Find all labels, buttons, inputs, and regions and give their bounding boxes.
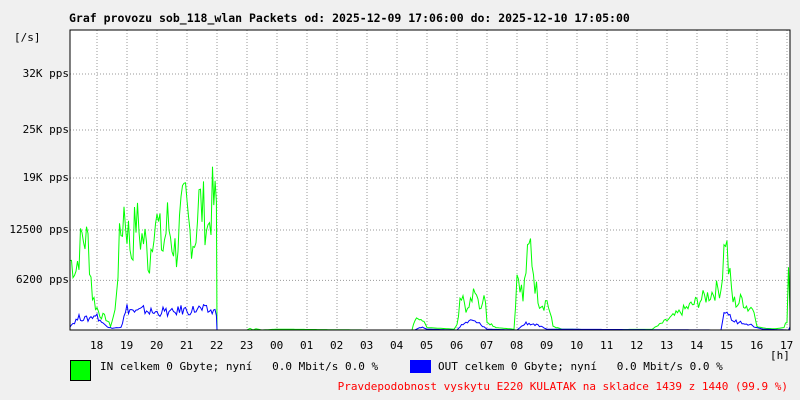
x-tick-label: 13 [660,339,674,352]
x-axis-unit: [h] [770,349,790,362]
x-tick-label: 02 [330,339,344,352]
x-tick-label: 09 [540,339,554,352]
x-tick-label: 10 [570,339,584,352]
legend-out-text: OUT celkem 0 Gbyte; nyní 0.0 Mbit/s 0.0 … [438,360,723,373]
x-tick-label: 01 [300,339,314,352]
x-tick-label: 18 [90,339,104,352]
plot-area [70,30,790,330]
x-tick-label: 23 [240,339,254,352]
legend-in-swatch [70,360,91,381]
x-tick-label: 06 [450,339,464,352]
y-tick-label: 6200 pps [16,273,69,287]
x-tick-label: 12 [630,339,644,352]
footer-note: Pravdepodobnost vyskytu E220 KULATAK na … [337,380,788,393]
y-tick-label: 19K pps [22,171,69,184]
x-tick-label: 00 [270,339,284,352]
series-line-in [69,166,791,331]
x-tick-label: 21 [180,339,194,352]
x-tick-label: 20 [150,339,164,352]
x-tick-label: 11 [600,339,614,352]
y-axis-unit: [/s] [14,31,41,44]
y-tick-label: 12500 pps [9,223,69,236]
x-tick-label: 03 [360,339,374,352]
x-tick-label: 14 [690,339,704,352]
x-tick-label: 22 [210,339,224,352]
x-tick-label: 17 [780,339,794,352]
x-tick-label: 08 [510,339,524,352]
y-tick-label: 25K pps [22,123,69,136]
y-tick-label: 32K pps [22,67,69,80]
x-tick-label: 16 [750,339,764,352]
plot-frame [69,29,791,331]
x-tick-label: 07 [480,339,494,352]
x-tick-label: 05 [420,339,434,352]
chart-title: Graf provozu sob_118_wlan Packets od: 20… [69,11,630,25]
legend-out-swatch [410,360,431,373]
x-tick-label: 19 [120,339,134,352]
x-tick-label: 04 [390,339,404,352]
legend-in-text: IN celkem 0 Gbyte; nyní 0.0 Mbit/s 0.0 % [100,360,379,373]
x-tick-label: 15 [720,339,734,352]
